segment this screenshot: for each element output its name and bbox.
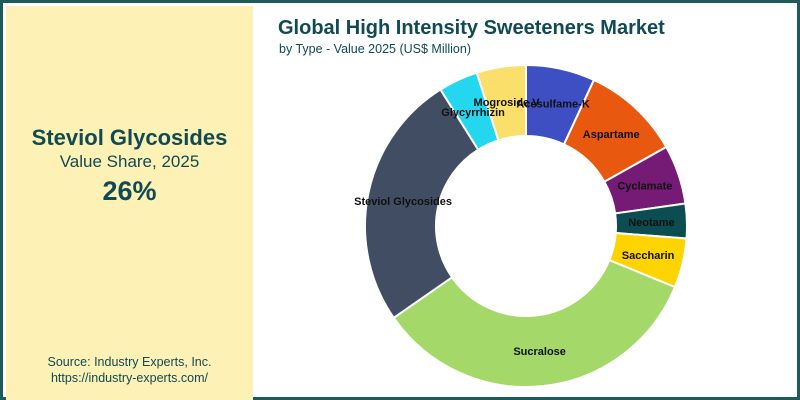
highlight-value: 26% (102, 176, 157, 206)
slice-mogroside-v[interactable] (475, 63, 527, 142)
slice-label-mogroside-v: Mogroside V (474, 97, 541, 109)
highlight-panel: Steviol Glycosides Value Share, 2025 26%… (6, 6, 253, 400)
donut-chart: Acesulfame-K Aspartame Cyclamate Neotame Sac… (354, 63, 688, 388)
slice-label-aspartame: Aspartame (583, 129, 640, 141)
source-text: Source: Industry Experts, Inc. (47, 355, 212, 369)
highlight-caption: Value Share, 2025 (59, 152, 200, 171)
source-url[interactable]: https://industry-experts.com/ (50, 371, 208, 385)
slice-label-sucralose: Sucralose (513, 346, 566, 358)
slice-label-glycyrrhizin: Glycyrrhizin (441, 107, 505, 119)
slice-label-neotame: Neotame (628, 217, 674, 229)
chart-title: Global High Intensity Sweeteners Market (278, 17, 665, 39)
slice-steviol-glycosides[interactable] (364, 88, 480, 320)
highlight-label: Steviol Glycosides (31, 125, 228, 150)
slice-label-cyclamate: Cyclamate (617, 181, 672, 193)
slice-label-acesulfame-k: Acesulfame-K (516, 98, 589, 110)
chart-subtitle: by Type - Value 2025 (US$ Million) (279, 42, 471, 56)
slice-label-saccharin: Saccharin (622, 250, 675, 262)
slice-sucralose[interactable] (392, 258, 677, 388)
slice-label-steviol-glycosides: Steviol Glycosides (354, 196, 452, 208)
